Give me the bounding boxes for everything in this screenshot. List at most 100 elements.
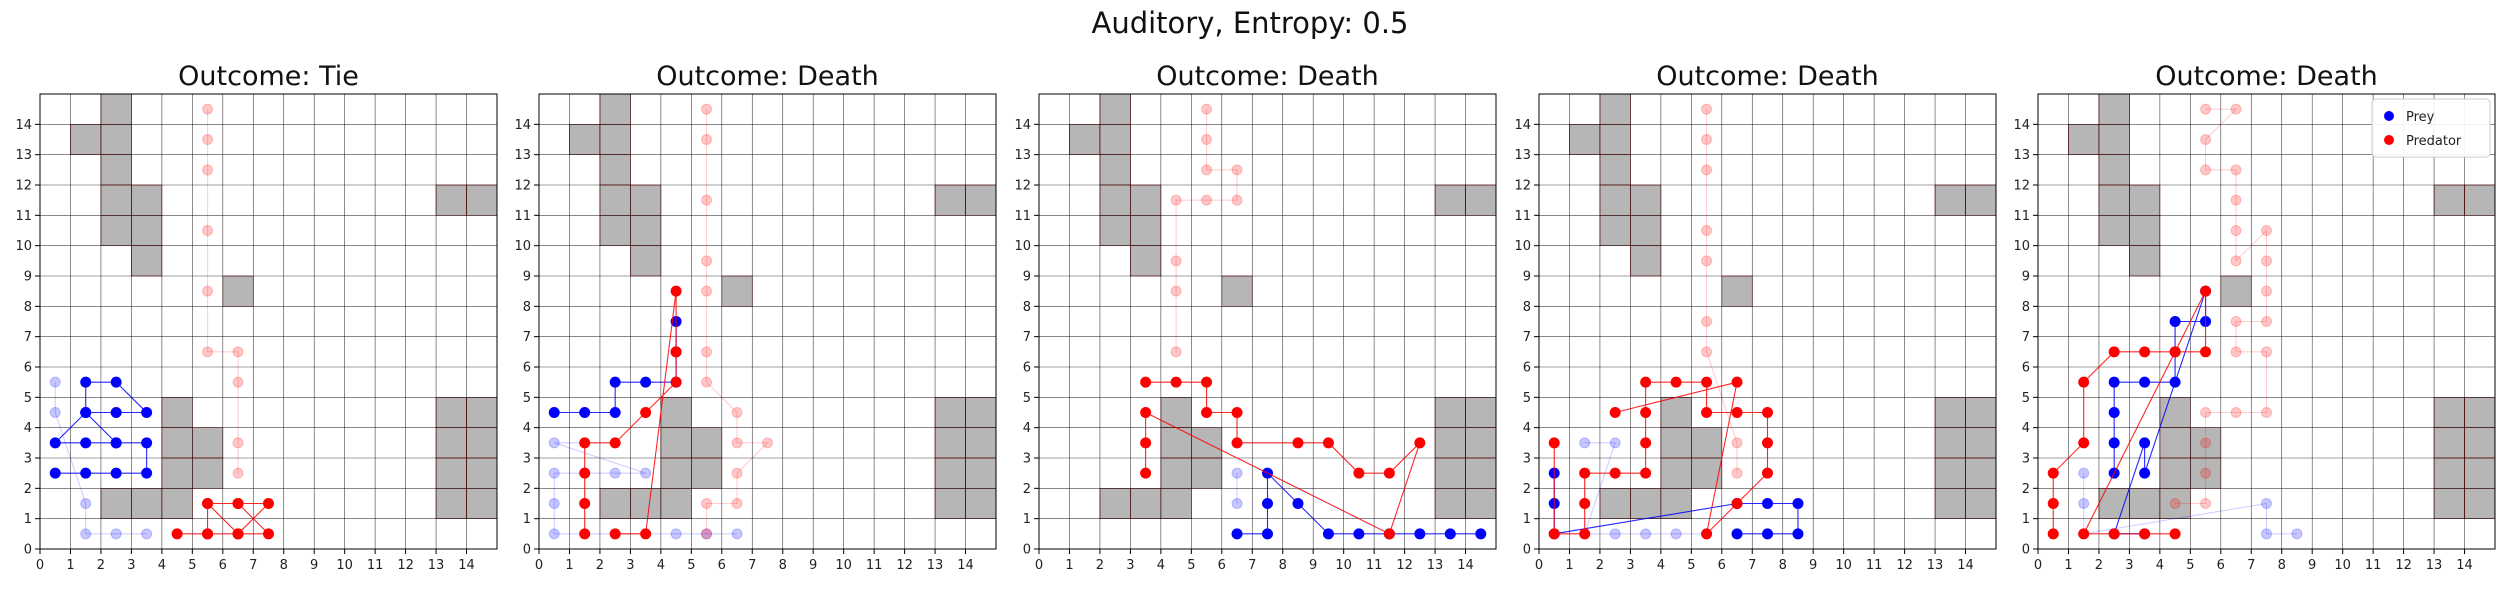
y-tick-label: 14 [15,118,32,133]
obstacle-cell [1965,457,1997,489]
obstacle-cell [660,427,692,459]
x-tick-label: 1 [66,558,74,573]
obstacle-cell [131,488,163,519]
y-tick-label: 9 [523,270,531,285]
y-tick-label: 7 [1523,330,1531,345]
prey-point [2078,498,2090,509]
predator-point [202,134,214,145]
y-tick-label: 9 [24,270,32,285]
predator-path [207,109,239,474]
obstacle-cell [70,124,102,155]
predator-point [2230,225,2242,236]
obstacle-cell [965,457,997,489]
y-tick-label: 13 [15,148,32,163]
predator-point [202,346,214,358]
predator-point [701,528,713,540]
x-tick-label: 3 [127,558,135,573]
y-tick-label: 9 [1523,270,1531,285]
y-tick-label: 6 [2022,361,2030,376]
obstacle-cell [161,427,193,459]
prey-point [1262,498,1273,509]
y-tick-label: 12 [2013,179,2030,194]
obstacle-cell [1160,397,1192,428]
x-tick-label: 13 [1427,558,1444,573]
predator-point [701,134,713,145]
predator-point [2230,407,2242,418]
obstacle-cell [435,488,467,519]
predator-point [1322,437,1334,449]
y-tick-label: 3 [1523,452,1531,467]
predator-point [731,467,743,479]
x-tick-label: 9 [310,558,318,573]
prey-point [2169,316,2181,327]
obstacle-cell [934,427,966,459]
y-tick-label: 7 [523,330,531,345]
obstacle-cell [1130,184,1162,216]
obstacle-cell [161,457,193,489]
obstacle-cell [466,184,498,216]
prey-point [609,407,621,418]
prey-point [80,437,92,449]
predator-point [2261,285,2272,297]
predator-point [1701,164,1713,176]
obstacle-cell [1434,427,1466,459]
obstacle-cell [630,488,662,519]
prey-point [1609,437,1621,449]
predator-point [202,285,214,297]
predator-point [2261,346,2272,358]
x-tick-label: 3 [1626,558,1634,573]
y-tick-label: 11 [1514,209,1531,224]
predator-point [640,528,652,540]
prey-point [1322,528,1334,540]
prey-point [110,376,122,388]
y-tick-label: 2 [24,482,32,497]
y-tick-label: 11 [1014,209,1031,224]
predator-point [1701,316,1713,327]
panel-title: Outcome: Tie [178,61,359,92]
obstacle-cell [2190,457,2222,489]
obstacle-cell [2098,93,2130,125]
x-tick-label: 5 [2186,558,2194,573]
predator-point [2200,103,2212,115]
y-tick-label: 7 [24,330,32,345]
predator-point [2169,528,2181,540]
predator-point [1170,285,1182,297]
obstacle-cell [2098,124,2130,155]
predator-point [701,346,713,358]
predator-point [1231,164,1243,176]
predator-point [1640,467,1652,479]
x-tick-label: 10 [1835,558,1852,573]
x-tick-label: 13 [428,558,445,573]
x-tick-label: 11 [1366,558,1383,573]
obstacle-cell [435,427,467,459]
predator-point [202,164,214,176]
obstacle-cell [1934,427,1966,459]
x-tick-label: 2 [596,558,604,573]
predator-point [232,346,244,358]
prey-point [49,376,61,388]
obstacle-cell [934,184,966,216]
obstacle-cell [599,154,631,186]
obstacle-cell [1434,397,1466,428]
obstacle-cell [2129,215,2161,246]
obstacle-cell [1434,184,1466,216]
y-tick-label: 0 [1523,543,1531,558]
obstacle-cell [1599,215,1631,246]
y-tick-label: 1 [1023,512,1031,527]
predator-point [232,467,244,479]
y-tick-label: 4 [1023,421,1031,436]
x-tick-label: 6 [718,558,726,573]
prey-point [670,528,682,540]
y-tick-label: 5 [2022,391,2030,406]
predator-point [2200,164,2212,176]
obstacle-cell [1160,427,1192,459]
predator-point [1231,437,1243,449]
predator-point [2261,255,2272,267]
predator-point [2200,134,2212,145]
y-tick-label: 2 [1023,482,1031,497]
obstacle-cell [630,184,662,216]
predator-point [1701,134,1713,145]
